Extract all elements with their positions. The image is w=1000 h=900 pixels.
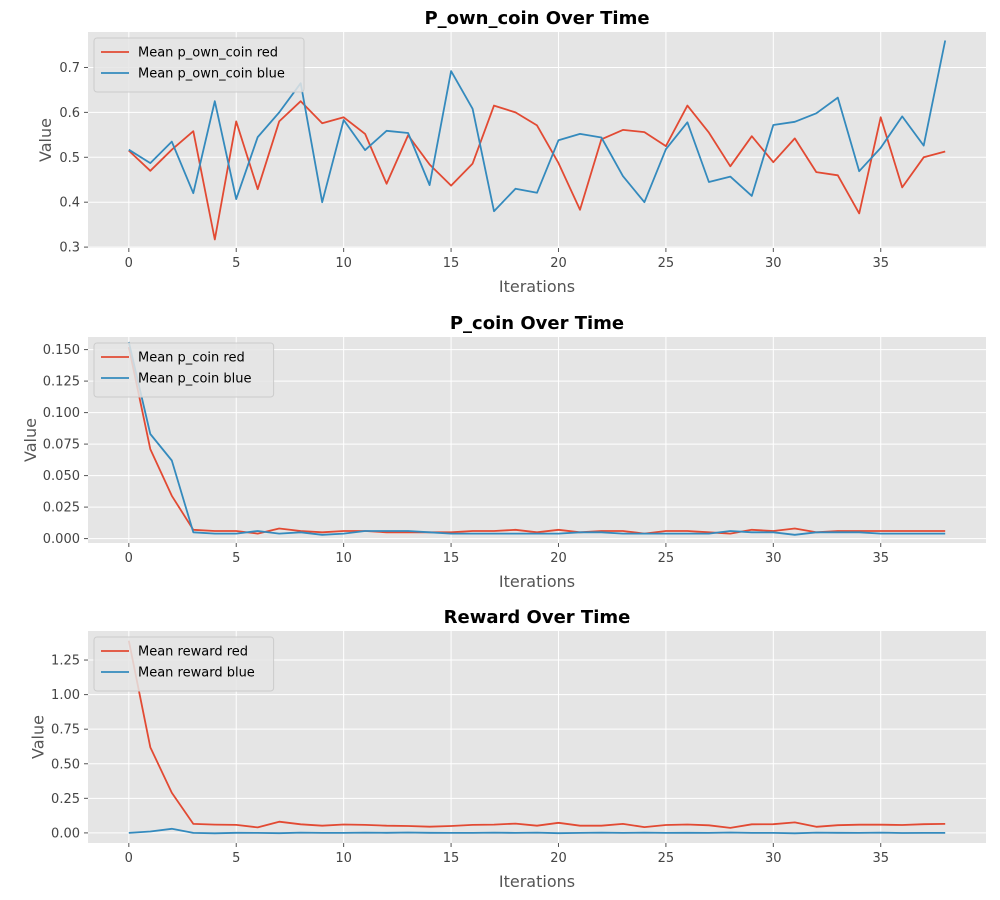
legend-box [93,342,275,398]
x-tick-label: 15 [443,851,460,866]
y-tick-label: 0.00 [51,826,80,841]
legend-label: Mean p_own_coin blue [138,67,285,82]
x-tick-label: 5 [232,256,240,271]
y-tick-label: 0.50 [51,757,80,772]
x-axis-label: Iterations [499,277,575,296]
legend-label: Mean p_coin blue [138,372,252,387]
y-axis-label: Value [29,715,48,759]
y-tick-label: 0.100 [43,406,80,421]
series-line-blue [128,827,946,835]
series-line-blue [128,40,947,213]
y-axis-label: Value [21,418,40,462]
y-tick-label: 0.25 [51,792,80,807]
chart-title: P_own_coin Over Time [424,8,649,29]
legend-label: Mean p_own_coin red [138,46,278,61]
x-tick-label: 5 [232,551,240,566]
legend-label: Mean reward red [138,645,248,660]
y-tick-label: 1.00 [51,688,80,703]
legend-box [93,636,275,692]
x-tick-label: 0 [125,851,133,866]
x-axis-label: Iterations [499,572,575,591]
chart-title: Reward Over Time [444,607,631,628]
y-tick-label: 0.025 [43,501,80,516]
y-tick-label: 0.075 [43,438,80,453]
x-tick-label: 25 [658,851,675,866]
chart-panel-2: 0 5 10 15 20 25 30 35 0.00 0.25 0.50 0.75 1.00 1.25 Re… [29,607,986,891]
x-tick-label: 5 [232,851,240,866]
x-axis-label: Iterations [499,872,575,891]
series-line-red [127,640,946,829]
y-tick-label: 0.3 [59,241,80,256]
y-tick-label: 0.4 [59,196,80,211]
x-tick-label: 30 [765,256,782,271]
x-tick-label: 25 [658,256,675,271]
series-line-blue [127,341,946,536]
x-tick-label: 10 [335,851,352,866]
x-tick-label: 25 [658,551,675,566]
y-tick-label: 0.7 [59,61,80,76]
chart-panel-0: 0 5 10 15 20 25 30 35 0.3 0.4 0.5 0.6 0.7 P_own_coin … [36,8,986,296]
y-tick-label: 0.000 [43,532,80,547]
x-tick-label: 0 [125,256,133,271]
series-line-red [128,100,946,241]
x-tick-label: 20 [550,256,567,271]
y-tick-label: 1.25 [51,654,80,669]
x-tick-label: 20 [550,851,567,866]
x-tick-label: 0 [125,551,133,566]
x-tick-label: 35 [872,256,889,271]
legend-label: Mean reward blue [138,666,255,681]
y-tick-label: 0.150 [43,343,80,358]
x-tick-label: 35 [872,551,889,566]
x-tick-label: 30 [765,851,782,866]
x-tick-label: 15 [443,256,460,271]
x-tick-label: 10 [335,256,352,271]
x-tick-label: 30 [765,551,782,566]
y-axis-label: Value [36,118,55,162]
legend-label: Mean p_coin red [138,351,245,366]
chart-title: P_coin Over Time [450,313,624,334]
chart-panel-1: 0 5 10 15 20 25 30 35 0.000 0.025 0.050 0.075 0.100 0… [21,313,986,591]
y-tick-label: 0.75 [51,723,80,738]
y-tick-label: 0.5 [59,151,80,166]
y-tick-label: 0.125 [43,375,80,390]
legend: Mean p_own_coin red Mean p_own_coin blue [93,37,305,93]
x-tick-label: 35 [872,851,889,866]
x-tick-label: 20 [550,551,567,566]
y-tick-label: 0.050 [43,469,80,484]
legend: Mean reward red Mean reward blue [93,636,275,692]
legend-box [93,37,305,93]
x-tick-label: 10 [335,551,352,566]
y-tick-label: 0.6 [59,106,80,121]
x-tick-label: 15 [443,551,460,566]
legend: Mean p_coin red Mean p_coin blue [93,342,275,398]
